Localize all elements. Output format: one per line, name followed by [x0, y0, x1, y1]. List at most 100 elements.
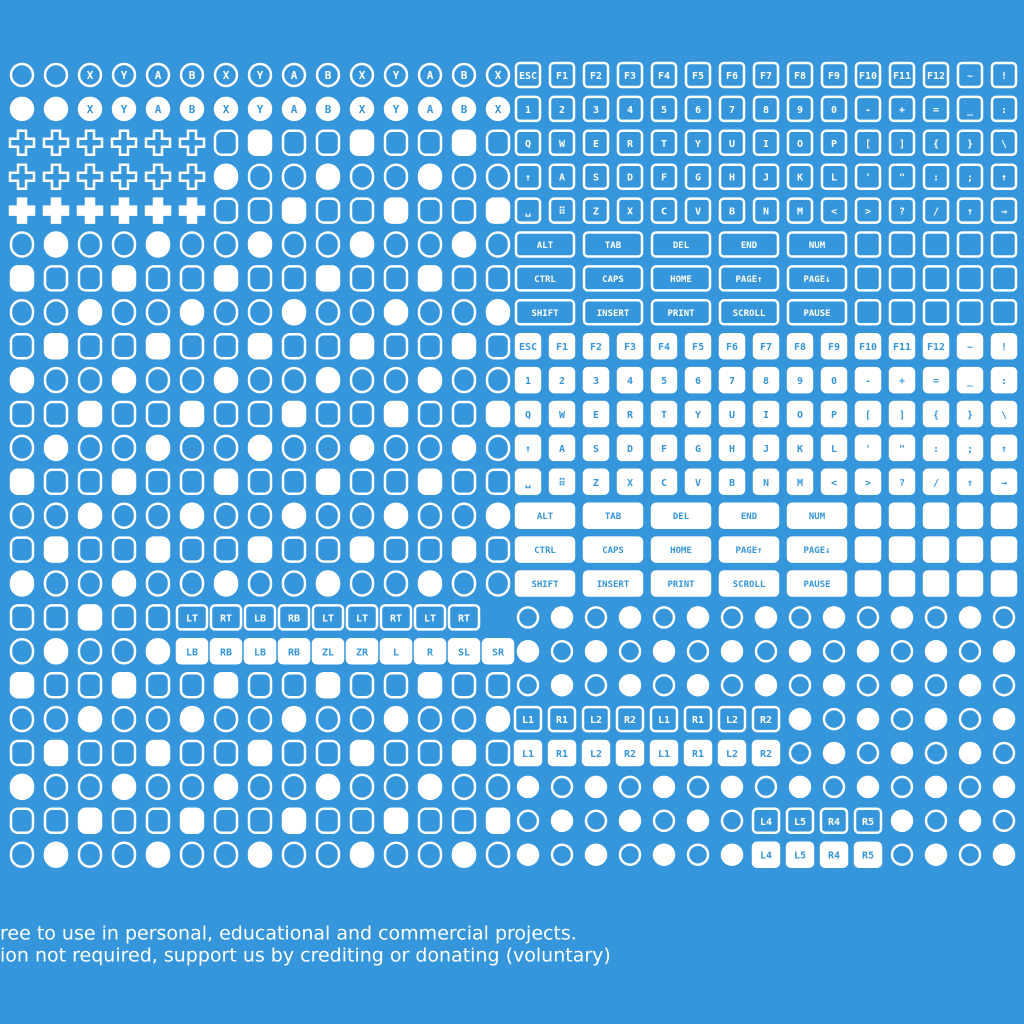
key-label: W [559, 139, 566, 150]
pad-icon [383, 773, 409, 801]
key-label: ' [865, 173, 871, 184]
key-label: 9 [797, 376, 803, 387]
key-label: < [831, 478, 837, 489]
key-icon [514, 299, 576, 326]
misc-icon [788, 640, 812, 663]
key-label: R2 [760, 749, 772, 760]
key-icon [956, 299, 984, 326]
key-label: ] [899, 139, 905, 150]
misc-icon [584, 606, 608, 629]
key-label: + [899, 376, 905, 387]
key-icon [413, 638, 447, 665]
key-label: L1 [658, 749, 670, 760]
misc-icon [856, 640, 880, 663]
pad-icon [349, 265, 375, 292]
pad-icon [485, 773, 511, 801]
misc-icon [822, 606, 846, 629]
pad-icon [383, 129, 409, 157]
button-icon [179, 96, 205, 122]
pad-icon [43, 332, 69, 360]
key-icon [922, 536, 950, 563]
key-label: INSERT [597, 580, 630, 590]
key-icon [650, 95, 678, 123]
key-label: F4 [658, 342, 670, 353]
key-label: - [865, 376, 871, 387]
pad-icon [77, 400, 103, 428]
pad-icon [179, 400, 205, 428]
key-icon [990, 434, 1018, 462]
key-label: X [627, 478, 633, 489]
misc-icon [890, 707, 914, 731]
key-icon [582, 434, 610, 462]
key-label: R5 [862, 817, 874, 828]
pad-icon [315, 163, 341, 190]
button-icon [77, 96, 103, 122]
pad-icon [43, 502, 69, 529]
key-icon [922, 332, 950, 360]
key-label: _ [967, 376, 974, 387]
key-icon [956, 231, 984, 258]
key-icon [990, 502, 1018, 529]
key-icon [514, 197, 542, 224]
pad-icon [417, 434, 443, 462]
key-label: RT [458, 613, 470, 624]
misc-icon [754, 640, 778, 663]
key-label: E [593, 410, 599, 421]
key-icon [785, 807, 815, 835]
button-label: Y [121, 69, 128, 82]
key-icon [650, 265, 712, 292]
key-icon [649, 739, 679, 767]
pad-icon [383, 671, 409, 699]
key-icon [854, 197, 882, 224]
button-label: X [359, 103, 366, 116]
pad-icon [77, 366, 103, 394]
key-label: PAGE↑ [735, 275, 762, 285]
key-icon [786, 163, 814, 190]
pad-icon [451, 299, 477, 326]
key-icon [718, 95, 746, 123]
pad-icon [145, 265, 171, 292]
misc-icon [652, 673, 676, 697]
key-icon [650, 332, 678, 360]
misc-icon [516, 809, 540, 833]
pad-icon [417, 502, 443, 529]
key-label: T [661, 139, 667, 150]
pad-icon [213, 332, 239, 360]
key-icon [888, 129, 916, 157]
misc-icon [924, 741, 948, 765]
key-icon [650, 129, 678, 157]
key-label: O [797, 139, 803, 150]
misc-icon [992, 640, 1016, 663]
key-icon [751, 739, 781, 767]
pad-icon [349, 299, 375, 326]
key-icon [718, 400, 746, 428]
key-label: F8 [794, 342, 806, 353]
pad-icon [315, 502, 341, 529]
pad-icon [247, 671, 273, 699]
key-label: TAB [605, 241, 622, 251]
pad-icon [111, 332, 137, 360]
pad-icon [145, 841, 171, 868]
button-icon [315, 96, 341, 122]
key-icon [854, 366, 882, 394]
key-label: L2 [726, 749, 738, 760]
key-icon [650, 299, 712, 326]
pad-icon [383, 231, 409, 258]
key-label: 1 [525, 105, 531, 116]
key-icon [820, 163, 848, 190]
key-label: ] [899, 410, 905, 421]
pad-icon [247, 400, 273, 428]
pad-icon [179, 231, 205, 258]
misc-icon [958, 673, 982, 697]
key-icon [820, 129, 848, 157]
pad-icon [247, 366, 273, 394]
key-icon [922, 197, 950, 224]
key-label: F5 [692, 342, 704, 353]
misc-icon [958, 606, 982, 629]
pad-icon [111, 434, 137, 462]
misc-icon [958, 741, 982, 765]
pad-icon [349, 197, 375, 224]
pad-icon [111, 366, 137, 394]
key-label: L5 [794, 851, 806, 862]
button-icon [111, 62, 137, 88]
